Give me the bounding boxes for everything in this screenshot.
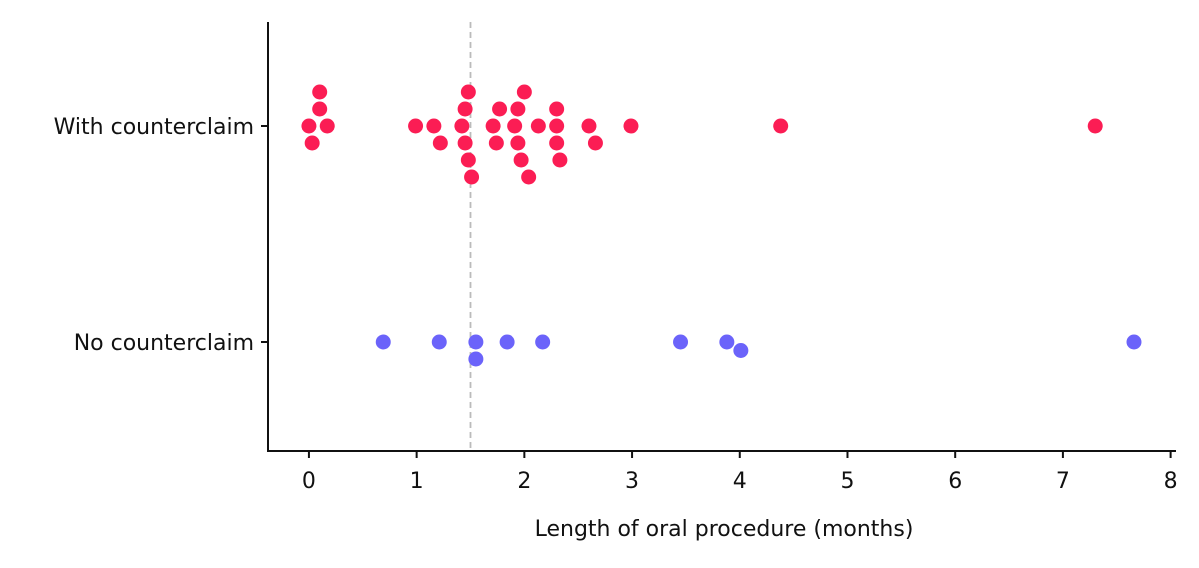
x-tick-label: 0 <box>302 469 316 494</box>
data-point <box>431 334 447 350</box>
data-point <box>464 169 480 185</box>
x-tick-label: 6 <box>948 469 962 494</box>
data-point <box>454 118 470 134</box>
data-point <box>312 84 328 100</box>
data-point <box>581 118 597 134</box>
data-point <box>510 135 526 151</box>
category-label: No counterclaim <box>74 331 254 356</box>
x-tick-label: 1 <box>410 469 424 494</box>
data-point <box>719 334 735 350</box>
data-point <box>499 334 515 350</box>
data-point <box>301 118 317 134</box>
data-point <box>375 334 391 350</box>
data-point <box>549 135 565 151</box>
data-point <box>535 334 551 350</box>
data-point <box>468 334 484 350</box>
data-point <box>510 101 526 117</box>
data-point <box>513 152 529 168</box>
x-tick-label: 4 <box>733 469 747 494</box>
data-point <box>460 152 476 168</box>
x-axis-label: Length of oral procedure (months) <box>535 517 914 542</box>
x-tick-label: 2 <box>517 469 531 494</box>
axes-layer <box>267 22 1176 452</box>
data-point <box>516 84 532 100</box>
data-point <box>552 152 568 168</box>
data-point <box>549 118 565 134</box>
data-point <box>457 135 473 151</box>
data-point <box>304 135 320 151</box>
data-point <box>432 135 448 151</box>
data-point <box>468 351 484 367</box>
points-layer <box>301 84 1142 367</box>
data-point <box>312 101 328 117</box>
x-tick-label: 3 <box>625 469 639 494</box>
data-point <box>623 118 639 134</box>
data-point <box>319 118 335 134</box>
x-tick-label: 7 <box>1056 469 1070 494</box>
data-point <box>549 101 565 117</box>
data-point <box>530 118 546 134</box>
data-point <box>587 135 603 151</box>
data-point <box>507 118 523 134</box>
data-point <box>773 118 789 134</box>
data-point <box>1087 118 1103 134</box>
data-point <box>460 84 476 100</box>
data-point <box>733 343 749 358</box>
data-point <box>457 101 473 117</box>
data-point <box>488 135 504 151</box>
data-point <box>673 334 689 350</box>
x-ticks: 0 1 2 3 4 5 6 7 8 <box>302 451 1178 494</box>
data-point <box>521 169 537 185</box>
category-label: With counterclaim <box>54 115 254 140</box>
x-tick-label: 8 <box>1164 469 1178 494</box>
x-tick-label: 5 <box>840 469 854 494</box>
data-point <box>426 118 442 134</box>
data-point <box>485 118 501 134</box>
data-point <box>492 101 508 117</box>
data-point <box>408 118 424 134</box>
category-labels: With counterclaim No counterclaim <box>54 115 268 356</box>
data-point <box>1126 334 1142 350</box>
